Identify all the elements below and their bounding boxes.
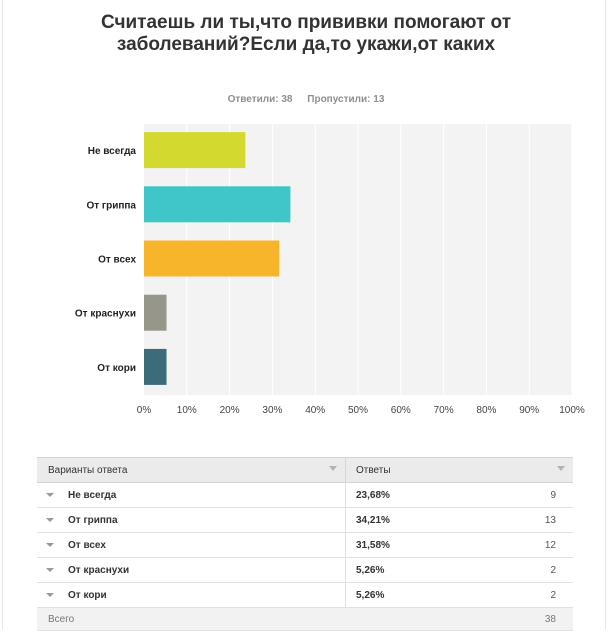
- x-tick-label: 10%: [177, 405, 197, 416]
- count-cell: 9: [484, 482, 573, 508]
- expand-row-icon[interactable]: [46, 592, 54, 597]
- x-tick-label: 30%: [262, 405, 282, 416]
- category-label: От кори: [97, 363, 136, 374]
- answered-count: Ответили: 38: [227, 94, 293, 105]
- category-label: От краснухи: [75, 309, 136, 320]
- option-label: От кори: [68, 589, 107, 601]
- x-tick-label: 60%: [391, 405, 411, 416]
- table-row[interactable]: От краснухи 5,26% 2: [37, 557, 573, 583]
- table-header-row: Варианты ответа Ответы: [37, 457, 573, 483]
- percent-cell: 23,68%: [345, 482, 485, 508]
- expand-row-icon[interactable]: [46, 492, 54, 497]
- question-title: Считаешь ли ты,что прививки помогают от …: [101, 12, 511, 55]
- percent-cell: 5,26%: [345, 557, 485, 583]
- answers-column-header[interactable]: Ответы: [345, 457, 573, 483]
- table-row[interactable]: От гриппа 34,21% 13: [37, 507, 573, 533]
- bar-chart: 0% 10% 20% 30% 40% 50% 60% 70% 80% 90% 100% Не всег…: [75, 124, 585, 416]
- bar: [144, 186, 291, 223]
- expand-row-icon[interactable]: [46, 517, 54, 522]
- count-cell: 2: [484, 557, 573, 583]
- option-cell: От всех: [37, 532, 346, 558]
- option-cell: Не всегда: [37, 482, 346, 508]
- total-row: Всего 38: [37, 607, 573, 631]
- bar: [144, 294, 167, 331]
- x-tick-label: 100%: [559, 405, 585, 416]
- total-label: Всего: [37, 607, 346, 631]
- option-label: Не всегда: [68, 489, 117, 501]
- bar: [144, 240, 280, 277]
- bar: [144, 348, 167, 385]
- expand-row-icon[interactable]: [46, 567, 54, 572]
- skipped-count: Пропустили: 13: [307, 94, 385, 105]
- sort-down-icon[interactable]: [557, 465, 565, 471]
- category-label: Не всегда: [88, 146, 137, 157]
- count-cell: 13: [484, 507, 573, 533]
- percent-cell: 5,26%: [345, 582, 485, 608]
- x-tick-label: 70%: [434, 405, 454, 416]
- option-cell: От гриппа: [37, 507, 346, 533]
- category-label: От всех: [98, 255, 136, 266]
- table-row[interactable]: Не всегда 23,68% 9: [37, 482, 573, 508]
- answers-table: Варианты ответа Ответы Не всегда 23,68% 9 О…: [37, 457, 573, 631]
- table-row[interactable]: От всех 31,58% 12: [37, 532, 573, 558]
- percent-cell: 34,21%: [345, 507, 485, 533]
- options-header-label: Варианты ответа: [48, 464, 128, 476]
- option-label: От краснухи: [68, 564, 130, 576]
- category-label: От гриппа: [86, 200, 136, 211]
- total-empty: [345, 607, 485, 631]
- count-cell: 2: [484, 582, 573, 608]
- bar: [144, 132, 246, 169]
- options-column-header[interactable]: Варианты ответа: [37, 457, 346, 483]
- answers-header-label: Ответы: [356, 464, 391, 476]
- count-cell: 12: [484, 532, 573, 558]
- x-tick-label: 90%: [519, 405, 539, 416]
- x-tick-label: 40%: [305, 405, 325, 416]
- x-tick-label: 80%: [476, 405, 496, 416]
- x-tick-label: 0%: [137, 405, 152, 416]
- response-stats: Ответили: 38 Пропустили: 13: [0, 94, 612, 105]
- x-tick-label: 20%: [220, 405, 240, 416]
- option-label: От гриппа: [68, 514, 118, 526]
- total-count: 38: [484, 607, 573, 631]
- option-cell: От краснухи: [37, 557, 346, 583]
- table-row[interactable]: От кори 5,26% 2: [37, 582, 573, 608]
- option-cell: От кори: [37, 582, 346, 608]
- option-label: От всех: [68, 539, 106, 551]
- x-tick-label: 50%: [348, 405, 368, 416]
- percent-cell: 31,58%: [345, 532, 485, 558]
- sort-down-icon[interactable]: [329, 465, 337, 471]
- expand-row-icon[interactable]: [46, 542, 54, 547]
